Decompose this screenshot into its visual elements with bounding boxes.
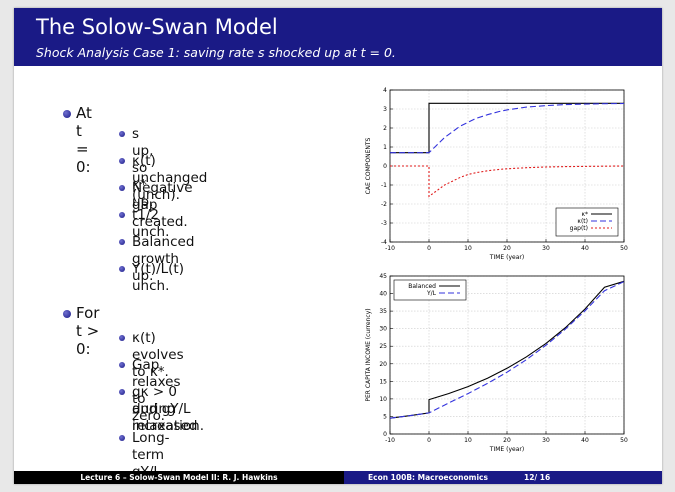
y-tick-label: -3: [381, 220, 387, 227]
legend-label: Y/L: [426, 290, 437, 297]
y-tick-label: 3: [383, 106, 387, 113]
y-tick-label: 0: [383, 163, 387, 170]
legend-label: κ*: [581, 211, 588, 218]
legend-box: [393, 279, 467, 301]
bullet-icon: [119, 335, 125, 341]
legend-label: Balanced: [408, 283, 436, 290]
y-tick-label: 5: [383, 413, 387, 420]
bullet-icon: [119, 158, 125, 164]
series-line: [389, 281, 625, 419]
x-tick-label: 10: [464, 245, 472, 252]
x-tick-label: -10: [385, 437, 395, 444]
x-tick-label: 0: [427, 437, 431, 444]
footer-course: Econ 100B: Macroeconomics: [368, 473, 488, 482]
series-line: [389, 280, 625, 419]
bullet-item: κ(t) unchanged (unch).: [119, 153, 207, 204]
y-tick-label: -4: [381, 239, 387, 246]
bullet-icon: [119, 239, 125, 245]
y-tick-label: -2: [381, 201, 387, 208]
footer-lecture-info: Lecture 6 – Solow-Swan Model II: R. J. H…: [14, 471, 344, 484]
bullet-item: κ(t) evolves to κ*.: [119, 330, 184, 381]
y-tick-label: 30: [379, 326, 387, 333]
bullet-icon: [119, 131, 125, 137]
bullet-icon: [119, 435, 125, 441]
bullet-heading-1: At t = 0:: [63, 104, 92, 176]
legend-label: κ(t): [577, 218, 588, 225]
x-axis-label: TIME (year): [489, 446, 524, 453]
y-tick-label: -1: [381, 182, 387, 189]
legend-label: gap(t): [570, 225, 588, 232]
bullet-item-continuation: during relaxation.: [132, 401, 204, 434]
x-tick-label: 50: [620, 437, 628, 444]
footer-course-info: Econ 100B: Macroeconomics 12/ 16: [344, 471, 662, 484]
bullet-item: Negative gap created.: [119, 180, 193, 231]
x-tick-label: 0: [427, 245, 431, 252]
bullet-heading-2: For t > 0:: [63, 304, 99, 358]
bullet-item: s up, so κ* up.: [119, 126, 153, 211]
series-line: [390, 165, 625, 198]
bullet-icon: [119, 362, 125, 368]
y-tick-label: 4: [383, 87, 387, 94]
bullet-item: gκ > 0 and gY/L increased: [119, 384, 197, 435]
bullet-icon: [119, 212, 125, 218]
x-tick-label: 30: [542, 245, 550, 252]
y-tick-label: 1: [383, 144, 387, 151]
series-line: [390, 102, 625, 154]
y-tick-label: 35: [379, 308, 387, 315]
y-tick-label: 45: [379, 273, 387, 280]
x-axis-label: TIME (year): [489, 254, 524, 261]
x-tick-label: 40: [581, 245, 589, 252]
slide-subtitle: Shock Analysis Case 1: saving rate s sho…: [36, 45, 396, 60]
y-tick-label: 40: [379, 291, 387, 298]
y-tick-label: 0: [383, 431, 387, 438]
slide-header: The Solow-Swan Model Shock Analysis Case…: [14, 8, 662, 66]
y-tick-label: 10: [379, 396, 387, 403]
bullet-icon: [63, 310, 71, 318]
y-axis-label: PER CAPITA INCOME (currency): [365, 308, 372, 401]
legend-box: [555, 207, 619, 237]
x-tick-label: 20: [503, 245, 511, 252]
y-tick-label: 25: [379, 343, 387, 350]
x-tick-label: -10: [385, 245, 395, 252]
bullet-icon: [119, 266, 125, 272]
y-axis-label: CAE COMPONENTS: [365, 137, 372, 194]
y-tick-label: 20: [379, 361, 387, 368]
bullet-item: t1/2 unch.: [119, 207, 169, 241]
plot-frame: [389, 275, 625, 435]
bullet-icon: [63, 110, 71, 118]
x-tick-label: 20: [503, 437, 511, 444]
x-tick-label: 50: [620, 245, 628, 252]
footer-page-number: 12/ 16: [524, 473, 551, 482]
y-tick-label: 15: [379, 378, 387, 385]
x-tick-label: 40: [581, 437, 589, 444]
slide-footer: Lecture 6 – Solow-Swan Model II: R. J. H…: [14, 471, 662, 484]
bullet-icon: [119, 389, 125, 395]
x-tick-label: 10: [464, 437, 472, 444]
bullet-icon: [119, 185, 125, 191]
x-tick-label: 30: [542, 437, 550, 444]
y-tick-label: 2: [383, 125, 387, 132]
bullet-item: Y(t)/L(t) unch.: [119, 261, 184, 295]
slide: The Solow-Swan Model Shock Analysis Case…: [14, 8, 662, 484]
bullet-item: Gap relaxes to zero.: [119, 357, 181, 425]
bullet-item: Balanced growth up.: [119, 234, 194, 285]
slide-title: The Solow-Swan Model: [36, 15, 278, 39]
